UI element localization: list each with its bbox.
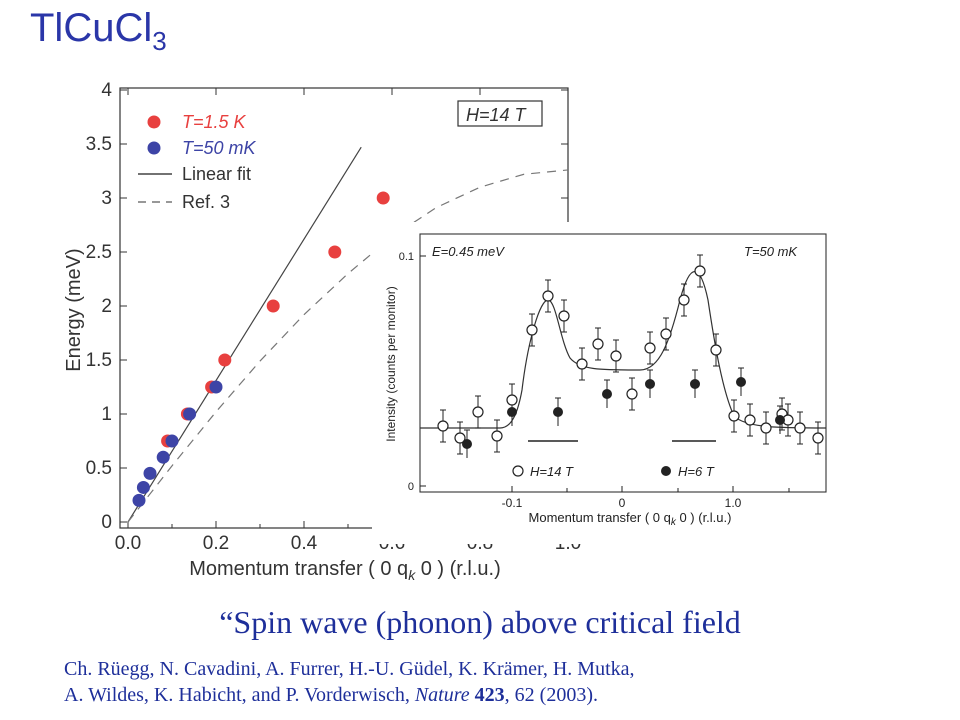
legend-label-t50mk: T=50 mK (182, 138, 257, 158)
inset-data (420, 254, 827, 458)
inset-temperature-annotation: T=50 mK (744, 244, 798, 259)
field-annotation-box (457, 100, 543, 127)
main-legend: T=1.5 K T=50 mK Linear fit Ref. 3 (138, 112, 257, 212)
open-point-14t (454, 432, 466, 444)
main-y-tick-label: 3.5 (86, 134, 112, 155)
inset-y-tick-label: 0 (408, 481, 414, 493)
legend-marker-red (147, 115, 161, 129)
filled-point-6t (645, 379, 655, 389)
open-point-14t (506, 394, 518, 406)
filled-point-6t (736, 377, 746, 387)
open-point-14t (794, 422, 806, 434)
inset-y-tick-label: 0.1 (399, 251, 414, 263)
main-y-tick-label: 4 (101, 80, 112, 101)
point-t15k (266, 299, 280, 313)
open-point-14t (576, 358, 588, 370)
journal-name: Nature (414, 684, 470, 706)
inset-axes-ticks: -0.1 0 1.0 0 0.1 (399, 251, 790, 510)
inset-x-tick-label: 1.0 (725, 496, 742, 510)
point-t50mk (132, 493, 146, 507)
open-point-14t (437, 420, 449, 432)
open-point-14t (491, 430, 503, 442)
main-x-axis-label: Momentum transfer ( 0 qk 0 ) (r.l.u.) (189, 558, 501, 583)
point-t50mk (165, 434, 179, 448)
open-point-14t (644, 342, 656, 354)
inset-legend: H=14 T H=6 T (512, 464, 715, 479)
open-point-14t (526, 324, 538, 336)
filled-point-6t (553, 407, 563, 417)
point-t50mk (143, 466, 157, 480)
filled-point-6t (462, 439, 472, 449)
filled-point-6t (690, 379, 700, 389)
filled-point-6t (775, 415, 785, 425)
filled-point-6t (602, 389, 612, 399)
point-t50mk (183, 407, 197, 421)
inset-legend-6t: H=6 T (678, 464, 715, 479)
slide-caption: “Spin wave (phonon) above critical field (219, 604, 741, 640)
inset-y-axis-label: Intensity (counts per monitor) (384, 286, 398, 441)
open-point-14t (610, 350, 622, 362)
legend-label-ref3: Ref. 3 (182, 192, 230, 212)
slide-title: TlCuCl3 (30, 6, 167, 57)
main-x-tick-label: 0.0 (115, 533, 141, 554)
journal-volume: 423 (474, 684, 505, 706)
open-point-14t (660, 328, 672, 340)
legend-label-t15k: T=1.5 K (182, 112, 247, 132)
reference-line-1: Ch. Rüegg, N. Cavadini, A. Furrer, H.-U.… (64, 658, 635, 680)
open-point-14t (710, 344, 722, 356)
point-t50mk (156, 450, 170, 464)
point-t50mk (136, 480, 150, 494)
main-y-tick-label: 1.5 (86, 350, 112, 371)
inset-x-axis-label: Momentum transfer ( 0 qk 0 ) (r.l.u.) (529, 510, 732, 528)
open-point-14t (542, 290, 554, 302)
open-point-14t (812, 432, 824, 444)
main-y-tick-label: 2.5 (86, 242, 112, 263)
point-t15k (328, 245, 342, 259)
open-point-14t (592, 338, 604, 350)
main-y-tick-label: 0 (101, 512, 112, 533)
point-t50mk (209, 380, 223, 394)
main-x-tick-label: 0.4 (291, 533, 318, 554)
main-x-tick-label: 0.2 (203, 533, 229, 554)
legend-label-linear-fit: Linear fit (182, 164, 251, 184)
main-data-points (132, 191, 390, 507)
open-point-14t (744, 414, 756, 426)
ref3-dashed-curve (127, 169, 569, 523)
open-point-14t (694, 265, 706, 277)
legend-marker-blue (147, 141, 161, 155)
inset-x-tick-label: 0 (619, 496, 626, 510)
open-point-14t (626, 388, 638, 400)
inset-legend-14t: H=14 T (530, 464, 574, 479)
main-y-tick-label: 2 (101, 296, 112, 317)
filled-point-6t (507, 407, 517, 417)
point-t15k (218, 353, 232, 367)
point-t15k (376, 191, 390, 205)
inset-energy-annotation: E=0.45 meV (432, 244, 505, 259)
main-y-tick-label: 0.5 (86, 458, 112, 479)
reference-line-2: A. Wildes, K. Habicht, and P. Vorderwisc… (64, 684, 598, 706)
open-point-14t (678, 294, 690, 306)
main-y-axis-label: Energy (meV) (63, 248, 85, 371)
field-annotation: H=14 T (466, 105, 528, 125)
slide-title-subscript: 3 (152, 26, 167, 56)
inset-legend-open-marker (512, 465, 524, 477)
slide-title-main: TlCuCl (30, 6, 153, 50)
open-point-14t (728, 410, 740, 422)
reference-citation: Ch. Rüegg, N. Cavadini, A. Furrer, H.-U.… (64, 656, 635, 708)
main-y-tick-label: 1 (101, 404, 112, 425)
open-point-14t (558, 310, 570, 322)
figure-canvas: 0.00.20.40.60.81.000.511.522.533.54 T=1.… (63, 80, 827, 583)
inset-x-tick-label: -0.1 (502, 496, 523, 510)
inset-plot-frame (419, 233, 827, 493)
inset-fit-curve (420, 270, 827, 429)
open-point-14t (472, 406, 484, 418)
main-y-tick-label: 3 (101, 188, 112, 209)
open-point-14t (760, 422, 772, 434)
inset-legend-filled-marker (661, 466, 671, 476)
